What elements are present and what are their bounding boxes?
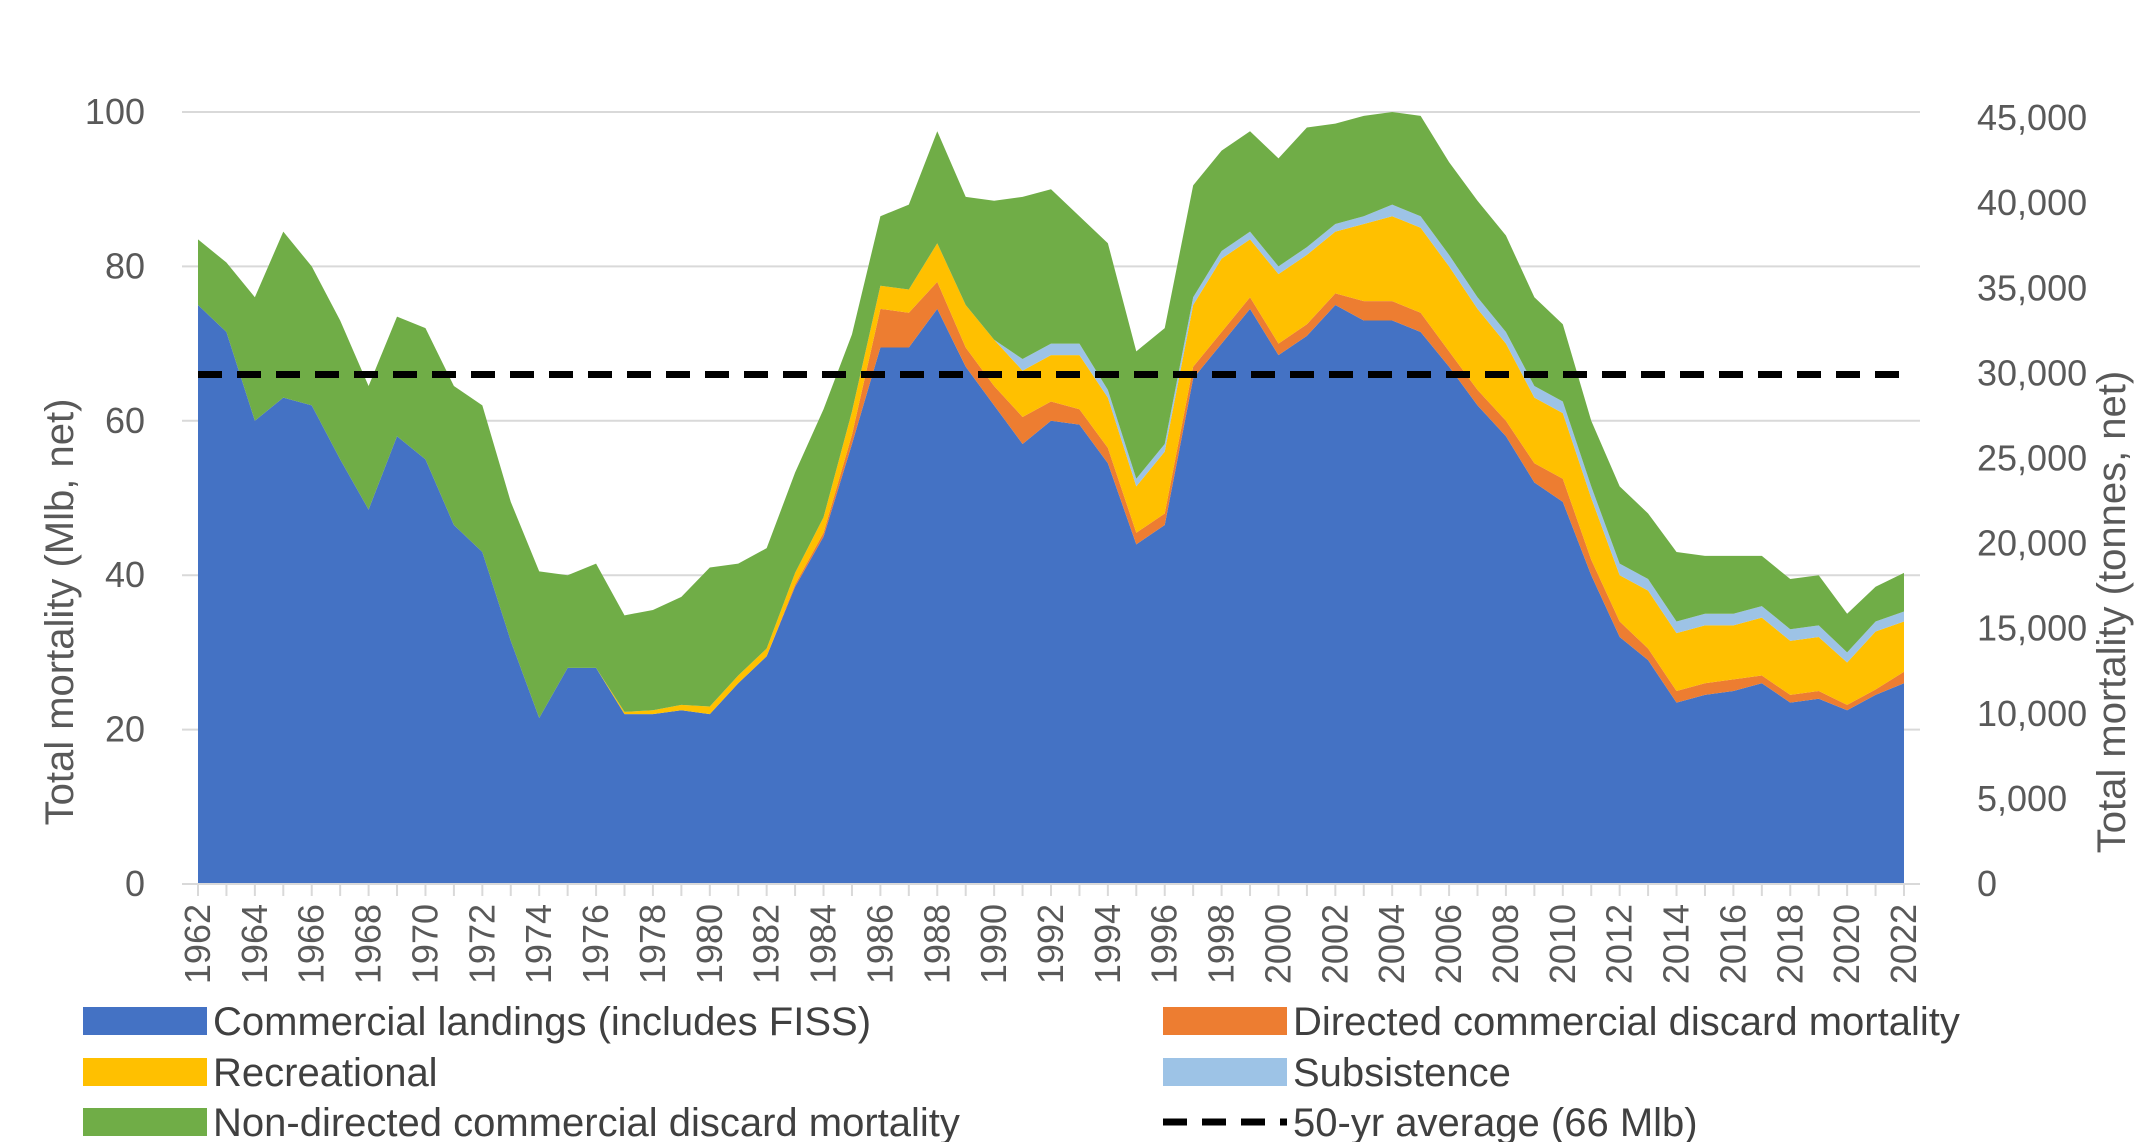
x-tick-label: 1964 [234, 904, 275, 984]
y-right-tick-label: 35,000 [1977, 267, 2087, 308]
x-tick-label: 1976 [575, 904, 616, 984]
x-tick-label: 1966 [291, 904, 332, 984]
y-right-tick-label: 40,000 [1977, 182, 2087, 223]
legend-label: Subsistence [1293, 1051, 1511, 1095]
y-right-tick-label: 0 [1977, 863, 1997, 904]
x-tick-label: 2000 [1257, 904, 1298, 984]
legend-swatch [1163, 1007, 1287, 1035]
y-right-tick-label: 30,000 [1977, 352, 2087, 393]
x-tick-label: 2018 [1769, 904, 1810, 984]
legend-label: 50-yr average (66 Mlb) [1293, 1101, 1698, 1142]
y-right-tick-label: 45,000 [1977, 97, 2087, 138]
x-tick-label: 2016 [1712, 904, 1753, 984]
x-axis-ticks: 1962 1964 1966 1968 1970 1972 1974 1976 1978 1980… [177, 884, 1924, 984]
x-tick-label: 2008 [1485, 904, 1526, 984]
legend: Commercial landings (includes FISS) Direc… [83, 1000, 1960, 1142]
x-tick-label: 2002 [1314, 904, 1355, 984]
right-axis-ticks: 0 5,000 10,000 15,000 20,000 25,000 30,000 35,0… [1977, 97, 2087, 904]
x-tick-label: 2004 [1371, 904, 1412, 984]
x-tick-label: 1996 [1144, 904, 1185, 984]
x-tick-label: 2014 [1656, 904, 1697, 984]
stacked-areas [198, 112, 1904, 884]
x-tick-label: 1990 [973, 904, 1014, 984]
x-tick-label: 1988 [916, 904, 957, 984]
x-tick-label: 1972 [461, 904, 502, 984]
y-right-tick-label: 5,000 [1977, 778, 2067, 819]
x-tick-label: 2012 [1599, 904, 1640, 984]
legend-swatch [83, 1108, 207, 1136]
x-tick-label: 1968 [348, 904, 389, 984]
x-tick-label: 1980 [689, 904, 730, 984]
legend-swatch [1163, 1058, 1287, 1086]
right-axis-title: Total mortality (tonnes, net) [2090, 371, 2134, 853]
legend-label: Commercial landings (includes FISS) [213, 1000, 871, 1044]
y-tick-label: 20 [105, 709, 145, 750]
left-axis-title: Total mortality (Mlb, net) [38, 399, 82, 826]
y-right-tick-label: 15,000 [1977, 608, 2087, 649]
legend-label: Directed commercial discard mortality [1293, 1000, 1960, 1044]
x-tick-label: 1982 [746, 904, 787, 984]
x-tick-label: 2006 [1428, 904, 1469, 984]
x-tick-label: 1986 [859, 904, 900, 984]
y-right-tick-label: 20,000 [1977, 523, 2087, 564]
area-series-1 [198, 305, 1904, 884]
x-tick-label: 1970 [404, 904, 445, 984]
y-right-tick-label: 10,000 [1977, 693, 2087, 734]
x-tick-label: 1998 [1201, 904, 1242, 984]
x-tick-label: 1994 [1087, 904, 1128, 984]
x-tick-label: 1962 [177, 904, 218, 984]
x-tick-label: 1974 [518, 904, 559, 984]
x-tick-label: 1978 [632, 904, 673, 984]
left-axis-ticks: 0 20 40 60 80 100 [85, 91, 145, 904]
legend-swatch [83, 1007, 207, 1035]
legend-label: Recreational [213, 1051, 438, 1095]
y-tick-label: 80 [105, 245, 145, 286]
y-tick-label: 60 [105, 400, 145, 441]
x-tick-label: 1992 [1030, 904, 1071, 984]
x-tick-label: 2022 [1883, 904, 1924, 984]
y-tick-label: 0 [125, 863, 145, 904]
y-right-tick-label: 25,000 [1977, 438, 2087, 479]
legend-swatch [83, 1058, 207, 1086]
x-tick-label: 1984 [803, 904, 844, 984]
y-tick-label: 100 [85, 91, 145, 132]
area-series-3 [198, 216, 1904, 719]
x-tick-label: 2020 [1826, 904, 1867, 984]
area-series-5 [198, 112, 1904, 719]
area-series-2 [198, 281, 1904, 719]
legend-label: Non-directed commercial discard mortalit… [213, 1101, 960, 1142]
x-tick-label: 2010 [1542, 904, 1583, 984]
y-tick-label: 40 [105, 554, 145, 595]
